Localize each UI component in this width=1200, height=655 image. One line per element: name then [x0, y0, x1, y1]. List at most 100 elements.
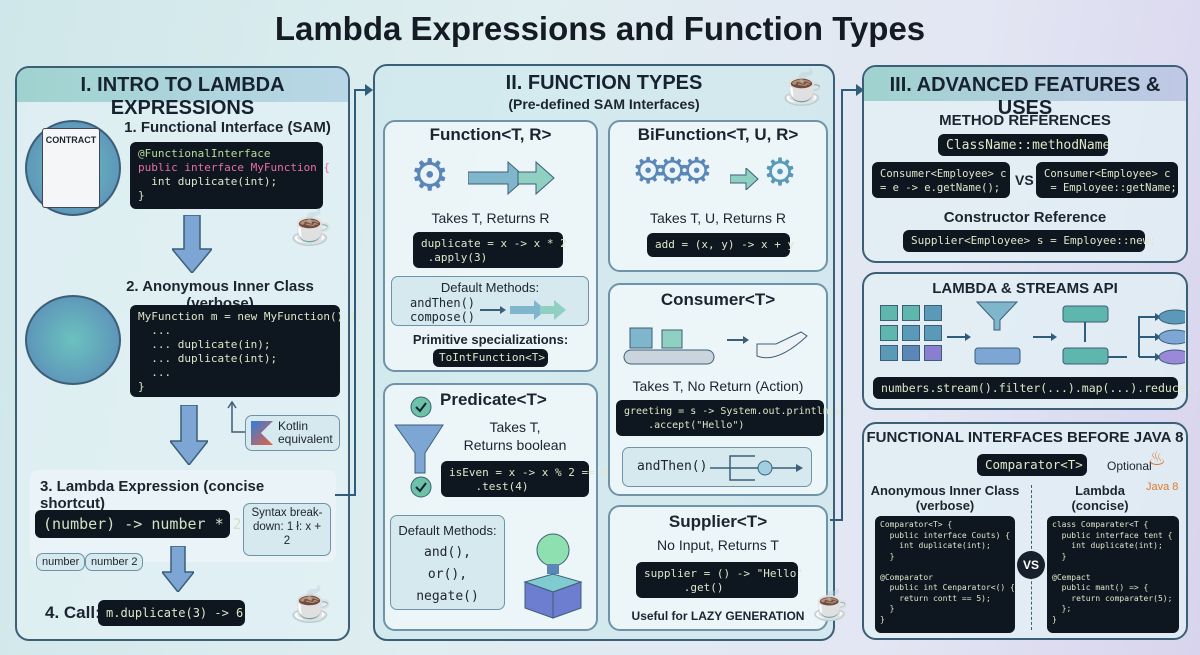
- consumer-chain-box: [622, 447, 812, 487]
- gear-icon: ⚙: [763, 152, 798, 194]
- stream-pipeline-diagram: [947, 301, 1185, 365]
- consumer-andthen: andThen(): [637, 459, 708, 474]
- arrow-right-icon: [468, 160, 555, 196]
- call-code: m.duplicate(3) -> 6: [98, 600, 245, 626]
- comparator-code: Comparator<T>: [977, 454, 1087, 476]
- code-line: }: [1052, 551, 1067, 561]
- predicate-title: Predicate<T>: [440, 390, 547, 409]
- vs-label: VS: [1015, 172, 1034, 188]
- predicate-desc: Takes T, Returns boolean: [463, 419, 567, 453]
- step1-title: 1. Functional Interface (SAM): [124, 119, 331, 136]
- bifunction-desc: Takes T, U, Returns R: [650, 210, 786, 226]
- bifunction-title: BiFunction<T, U, R>: [637, 125, 799, 144]
- java-logo-icon: ♨: [1148, 448, 1166, 470]
- method-references-title: METHOD REFERENCES: [939, 112, 1111, 129]
- code-line: public mant() => {: [1052, 583, 1149, 592]
- constructor-ref-title: Constructor Reference: [943, 209, 1107, 226]
- code-line: @Cempact: [1052, 572, 1091, 582]
- coffee-cup-icon: ☕: [782, 69, 825, 107]
- before-java8-title: FUNCTIONAL INTERFACES BEFORE JAVA 8: [866, 429, 1184, 446]
- gear-icon: ⚙: [410, 151, 450, 200]
- coffee-cup-icon: ☕: [812, 589, 850, 622]
- section-intro-heading: I. INTRO TO LAMBDA EXPRESSIONS: [80, 74, 285, 119]
- anon-class-title: Anonymous Inner Class (verbose): [870, 483, 1020, 513]
- section-advanced-heading: III. ADVANCED FEATURES & USES: [889, 74, 1161, 119]
- code-line: return contt == 5);: [880, 593, 991, 603]
- section-function-types-heading: II. FUNCTION TYPES: [505, 72, 703, 94]
- code-line: }: [880, 614, 885, 624]
- code-line: class Comparater<T {: [1052, 520, 1149, 529]
- code-line: [1052, 562, 1174, 573]
- code-line: Comparator<T> {: [880, 520, 953, 529]
- lightbulb-box-icon: [523, 533, 583, 619]
- body-label: number 2: [85, 553, 144, 571]
- conveyor-hand-icon: [623, 327, 808, 365]
- arrow-right-icon: [730, 168, 759, 190]
- chain-arrow-icon: [480, 300, 566, 320]
- arrow-down-icon: [170, 405, 208, 465]
- vs-badge: VS: [1017, 551, 1045, 579]
- code-line: public interface tent {: [1052, 530, 1173, 540]
- method-ref-consumer-code: Consumer<Employee> c = Employee::getName…: [1036, 162, 1178, 198]
- param-label: number: [36, 553, 86, 571]
- coffee-cup-icon: ☕: [290, 586, 333, 624]
- code-line: }: [880, 551, 895, 561]
- supplier-note: Useful for LAZY GENERATION: [631, 609, 805, 623]
- arrow-down-icon: [172, 215, 212, 273]
- function-default-list: andThen() compose(): [410, 296, 476, 324]
- bifunction-code: add = (x, y) -> x + y: [647, 233, 794, 257]
- consumer-title: Consumer<T>: [660, 290, 776, 309]
- code-line: [880, 562, 1010, 573]
- java8-label: Java 8: [1146, 481, 1179, 493]
- coffee-cup-icon: ☕: [290, 209, 333, 247]
- primitive-title: Primitive specializations:: [412, 332, 569, 347]
- streams-code: numbers.stream().filter(...).map(...).re…: [873, 377, 1200, 399]
- constructor-ref-code: Supplier<Employee> s = Employee::new;: [903, 230, 1156, 252]
- supplier-title: Supplier<T>: [668, 512, 768, 531]
- method-ref-syntax: ClassName::methodName: [938, 134, 1110, 156]
- kotlin-logo-icon: [251, 421, 273, 445]
- lambda-title: Lambda (concise): [1071, 483, 1129, 513]
- merge-flow-icon: [710, 455, 803, 481]
- code-line: public int Cenparator<() {: [880, 583, 1015, 592]
- code-line: @Comparator: [880, 572, 933, 582]
- code-line: }: [1052, 614, 1057, 624]
- code-line: int duplicate(int);: [1052, 541, 1163, 550]
- code-line: return comparater(5);: [1052, 593, 1173, 603]
- data-grid-icon: [880, 305, 942, 361]
- code-line: };: [1052, 604, 1072, 613]
- default-methods-title: Default Methods:: [440, 280, 540, 295]
- supplier-code: supplier = () -> "Hello" .get(): [636, 562, 803, 598]
- flow-connector: [830, 84, 864, 521]
- function-default-methods: [391, 276, 589, 326]
- lambda-code: (number) -> number * 2: [35, 510, 242, 538]
- supplier-desc: No Input, Returns T: [657, 537, 779, 553]
- functional-interface-code: @FunctionalInterface public interface MyF…: [130, 142, 330, 209]
- syntax-note: Syntax break-down: 1 ł: x + 2: [243, 503, 331, 556]
- consumer-desc: Takes T, No Return (Action): [632, 378, 804, 394]
- function-code: duplicate = x -> x * 2 .apply(3): [413, 232, 567, 268]
- code-line: }: [880, 604, 895, 613]
- lambda-consumer-code: Consumer<Employee> c = e -> e.getName();: [872, 162, 1010, 198]
- section-function-types-subheading: (Pre-defined SAM Interfaces): [508, 96, 700, 112]
- step4-title: 4. Call:: [45, 603, 101, 622]
- flow-connector: [335, 84, 373, 496]
- gears-icon: ⚙⚙⚙: [632, 150, 713, 191]
- primitive-code: ToIntFunction<T>: [433, 349, 548, 367]
- step3-title: 3. Lambda Expression (concise shortcut): [40, 478, 265, 512]
- consumer-code: greeting = s -> System.out.println(s) .a…: [616, 400, 847, 436]
- code-line: int duplicate(int);: [880, 541, 991, 550]
- predicate-default-methods: Default Methods: and(), or(), negate(): [390, 515, 505, 610]
- streams-title: LAMBDA & STREAMS API: [932, 280, 1118, 297]
- funnel-check-icon: [394, 396, 444, 498]
- kotlin-badge: Kotlin equivalent: [245, 415, 340, 451]
- arrow-down-icon: [162, 546, 194, 592]
- function-title: Function<T, R>: [429, 125, 552, 144]
- contract-label: CONTRACT: [42, 128, 100, 208]
- anon-class-code: Comparator<T> { public interface Couts) …: [875, 516, 1015, 633]
- optional-label: Optional: [1107, 459, 1152, 473]
- function-desc: Takes T, Returns R: [431, 210, 550, 226]
- hacker-icon: [25, 295, 121, 385]
- kotlin-connector: [227, 400, 248, 433]
- predicate-code: isEven = x -> x % 2 == 0 .test(4): [441, 461, 608, 497]
